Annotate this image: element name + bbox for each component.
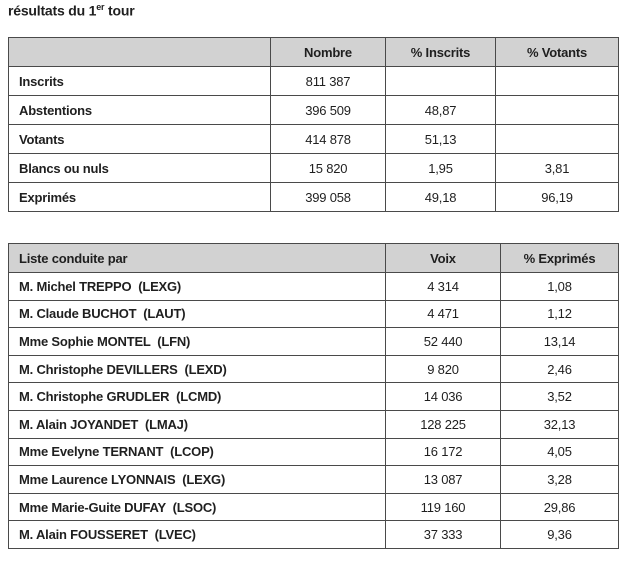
results-header-pct-exprimes: % Exprimés (500, 243, 619, 273)
summary-cell-pct-inscrits: 1,95 (385, 153, 496, 183)
summary-cell-pct-inscrits: 49,18 (385, 182, 496, 212)
results-row-label: M. Alain FOUSSERET (LVEC) (8, 520, 386, 549)
table-row: Mme Evelyne TERNANT (LCOP) 16 172 4,05 (8, 437, 619, 467)
results-row-label: Mme Evelyne TERNANT (LCOP) (8, 437, 386, 467)
summary-cell-nombre: 399 058 (270, 182, 386, 212)
summary-header-row: Nombre % Inscrits % Votants (8, 37, 619, 67)
summary-row-label: Exprimés (8, 182, 271, 212)
summary-cell-pct-inscrits: 48,87 (385, 95, 496, 125)
results-cell-pct-exprimes: 29,86 (500, 492, 619, 522)
results-row-label: M. Michel TREPPO (LEXG) (8, 272, 386, 301)
summary-cell-pct-votants (495, 124, 619, 154)
results-cell-voix: 16 172 (385, 437, 501, 467)
summary-cell-nombre: 15 820 (270, 153, 386, 183)
results-cell-pct-exprimes: 2,46 (500, 354, 619, 384)
table-row: Mme Marie-Guite DUFAY (LSOC) 119 160 29,86 (8, 492, 619, 522)
results-cell-pct-exprimes: 1,08 (500, 272, 619, 301)
results-cell-pct-exprimes: 9,36 (500, 520, 619, 549)
table-row: M. Alain JOYANDET (LMAJ) 128 225 32,13 (8, 409, 619, 439)
summary-header-pct-votants: % Votants (495, 37, 619, 67)
table-row: M. Christophe GRUDLER (LCMD) 14 036 3,52 (8, 382, 619, 411)
summary-cell-nombre: 811 387 (270, 66, 386, 96)
summary-row-label: Abstentions (8, 95, 271, 125)
summary-cell-pct-inscrits (385, 66, 496, 96)
table-row: Exprimés 399 058 49,18 96,19 (8, 182, 619, 212)
results-cell-pct-exprimes: 3,28 (500, 465, 619, 494)
results-cell-voix: 9 820 (385, 354, 501, 384)
summary-header-nombre: Nombre (270, 37, 386, 67)
summary-cell-pct-votants: 96,19 (495, 182, 619, 212)
table-row: Mme Laurence LYONNAIS (LEXG) 13 087 3,28 (8, 465, 619, 494)
table-row: Votants 414 878 51,13 (8, 124, 619, 154)
results-cell-voix: 4 471 (385, 299, 501, 329)
results-cell-voix: 13 087 (385, 465, 501, 494)
page-title-superscript: er (96, 2, 105, 12)
results-cell-pct-exprimes: 32,13 (500, 409, 619, 439)
summary-row-label: Blancs ou nuls (8, 153, 271, 183)
page-title-suffix: tour (104, 2, 135, 19)
results-cell-voix: 52 440 (385, 327, 501, 356)
summary-row-label: Inscrits (8, 66, 271, 96)
results-cell-pct-exprimes: 1,12 (500, 299, 619, 329)
table-row: M. Claude BUCHOT (LAUT) 4 471 1,12 (8, 299, 619, 329)
results-row-label: Mme Laurence LYONNAIS (LEXG) (8, 465, 386, 494)
summary-cell-nombre: 414 878 (270, 124, 386, 154)
results-header-row: Liste conduite par Voix % Exprimés (8, 243, 619, 273)
candidate-results-table: Liste conduite par Voix % Exprimés M. Mi… (8, 243, 619, 549)
summary-cell-pct-votants (495, 95, 619, 125)
results-cell-pct-exprimes: 4,05 (500, 437, 619, 467)
results-row-label: M. Christophe GRUDLER (LCMD) (8, 382, 386, 411)
results-cell-pct-exprimes: 3,52 (500, 382, 619, 411)
table-row: Abstentions 396 509 48,87 (8, 95, 619, 125)
page-title-prefix: résultats du 1 (8, 2, 97, 19)
results-cell-voix: 128 225 (385, 409, 501, 439)
results-header-liste: Liste conduite par (8, 243, 386, 273)
table-row: M. Christophe DEVILLERS (LEXD) 9 820 2,46 (8, 354, 619, 384)
results-row-label: M. Christophe DEVILLERS (LEXD) (8, 354, 386, 384)
table-row: Mme Sophie MONTEL (LFN) 52 440 13,14 (8, 327, 619, 356)
table-row: Blancs ou nuls 15 820 1,95 3,81 (8, 153, 619, 183)
results-header-voix: Voix (385, 243, 501, 273)
summary-cell-pct-votants (495, 66, 619, 96)
table-row: M. Michel TREPPO (LEXG) 4 314 1,08 (8, 272, 619, 301)
results-cell-voix: 37 333 (385, 520, 501, 549)
results-row-label: Mme Sophie MONTEL (LFN) (8, 327, 386, 356)
results-cell-voix: 119 160 (385, 492, 501, 522)
table-row: M. Alain FOUSSERET (LVEC) 37 333 9,36 (8, 520, 619, 549)
results-row-label: M. Claude BUCHOT (LAUT) (8, 299, 386, 329)
summary-cell-pct-votants: 3,81 (495, 153, 619, 183)
results-row-label: M. Alain JOYANDET (LMAJ) (8, 409, 386, 439)
table-row: Inscrits 811 387 (8, 66, 619, 96)
participation-summary-table: Nombre % Inscrits % Votants Inscrits 811 … (8, 37, 619, 212)
results-cell-voix: 14 036 (385, 382, 501, 411)
summary-cell-pct-inscrits: 51,13 (385, 124, 496, 154)
results-cell-voix: 4 314 (385, 272, 501, 301)
page-title: résultats du 1er tour (8, 2, 135, 19)
summary-header-empty (8, 37, 271, 67)
summary-row-label: Votants (8, 124, 271, 154)
results-row-label: Mme Marie-Guite DUFAY (LSOC) (8, 492, 386, 522)
summary-header-pct-inscrits: % Inscrits (385, 37, 496, 67)
summary-cell-nombre: 396 509 (270, 95, 386, 125)
results-cell-pct-exprimes: 13,14 (500, 327, 619, 356)
